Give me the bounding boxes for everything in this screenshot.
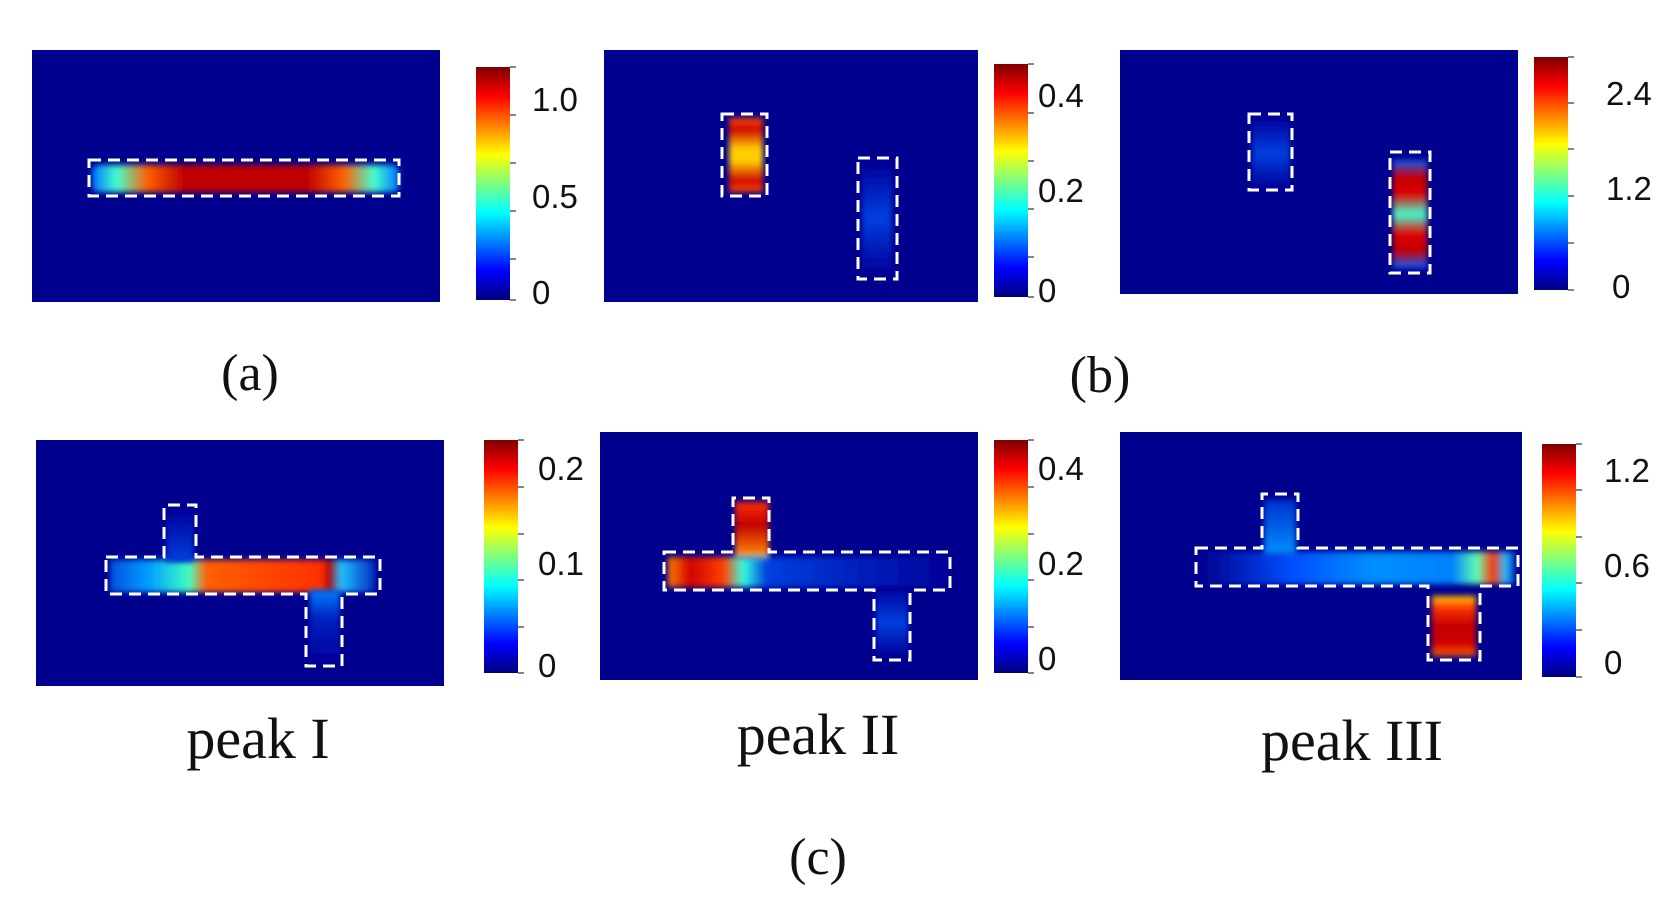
colorbar-peak-iii: 1.2 0.6 0	[1542, 443, 1650, 681]
heatmap-peak-ii-outline	[662, 496, 952, 662]
caption-peak-ii: peak II	[737, 702, 900, 767]
colorbar-b1-tick-top: 0.4	[1038, 77, 1084, 114]
heatmap-peak-iii-outline	[1194, 492, 1520, 662]
colorbar-peak-i: 0.2 0.1 0	[484, 439, 584, 684]
heatmap-peak-i-outline	[104, 503, 382, 668]
colorbar-peak-iii-tick-top: 1.2	[1604, 452, 1650, 489]
heatmap-b1-outline-left	[720, 112, 769, 198]
panel-peak-i: 0.2 0.1 0	[36, 439, 584, 686]
heatmap-a-outline	[87, 158, 401, 198]
colorbar-b1: 0.4 0.2 0	[994, 63, 1084, 309]
colorbar-peak-ii-tick-mid: 0.2	[1038, 545, 1084, 582]
colorbar-peak-iii-tick-mid: 0.6	[1604, 547, 1650, 584]
colorbar-peak-i-tick-top: 0.2	[538, 450, 584, 487]
colorbar-a-tick-mid: 0.5	[532, 178, 578, 215]
caption-peak-iii: peak III	[1261, 708, 1443, 773]
colorbar-b2-tick-top: 2.4	[1606, 75, 1652, 112]
heatmap-peak-i-stub-bottom-field	[310, 590, 340, 662]
caption-a: (a)	[221, 345, 279, 402]
heatmap-peak-ii-bar-field	[668, 557, 948, 587]
heatmap-peak-iii-stub-top-field	[1264, 500, 1296, 554]
colorbar-a-tick-top: 1.0	[532, 81, 578, 118]
panel-peak-ii: 0.4 0.2 0	[600, 432, 1084, 680]
colorbar-peak-ii-tick-bottom: 0	[1038, 640, 1056, 677]
colorbar-b1-tick-mid: 0.2	[1038, 172, 1084, 209]
colorbar-peak-i-tick-bottom: 0	[538, 647, 556, 684]
heatmap-peak-iii-bar-field	[1200, 552, 1515, 584]
heatmap-b2-background	[1120, 50, 1518, 294]
panel-b2: 2.4 1.2 0	[1120, 50, 1652, 305]
colorbar-peak-iii-ramp	[1542, 444, 1576, 677]
colorbar-peak-ii: 0.4 0.2 0	[994, 439, 1084, 677]
heatmap-peak-ii-stub-bottom-field	[876, 588, 908, 656]
colorbar-b2-ramp	[1534, 57, 1568, 290]
colorbar-peak-i-tick-mid: 0.1	[538, 545, 584, 582]
panel-peak-iii: 1.2 0.6 0	[1120, 432, 1650, 681]
heatmap-b2-outline-left	[1247, 112, 1294, 192]
colorbar-b1-ramp	[994, 64, 1028, 297]
colorbar-b2: 2.4 1.2 0	[1534, 56, 1652, 305]
caption-c: (c)	[789, 829, 847, 886]
heatmap-b1-stub-left-field	[729, 118, 763, 192]
caption-b: (b)	[1070, 347, 1131, 404]
heatmap-b1-outline-right	[856, 156, 899, 281]
heatmap-peak-i-bar-field	[110, 560, 375, 592]
colorbar-peak-i-ramp	[484, 440, 518, 673]
colorbar-b2-tick-mid: 1.2	[1606, 170, 1652, 207]
colorbar-peak-ii-tick-top: 0.4	[1038, 450, 1084, 487]
heatmap-b1-background	[604, 50, 978, 302]
heatmap-peak-ii-background	[600, 432, 978, 680]
caption-peak-i: peak I	[186, 706, 329, 771]
colorbar-a-ramp	[476, 67, 510, 300]
panel-b1: 0.4 0.2 0	[604, 50, 1084, 309]
colorbar-a: 1.0 0.5 0	[476, 66, 578, 311]
heatmap-b2-outline-right	[1388, 150, 1432, 275]
heatmap-peak-iii-stub-bottom-field	[1432, 596, 1476, 656]
heatmap-b2-stub-left-field	[1252, 118, 1290, 188]
heatmap-b1-stub-right-field	[862, 163, 892, 273]
heatmap-a-bar-field	[92, 165, 399, 192]
heatmap-peak-ii-stub-top-field	[735, 502, 769, 559]
colorbar-a-tick-bottom: 0	[532, 274, 550, 311]
colorbar-peak-ii-ramp	[994, 440, 1028, 673]
colorbar-b2-tick-bottom: 0	[1612, 268, 1630, 305]
heatmap-peak-i-stub-top-field	[166, 510, 194, 562]
colorbar-peak-iii-tick-bottom: 0	[1604, 644, 1622, 681]
heatmap-b2-stub-right-field	[1393, 160, 1427, 268]
colorbar-b1-tick-bottom: 0	[1038, 272, 1056, 309]
panel-a: 1.0 0.5 0	[32, 50, 578, 311]
